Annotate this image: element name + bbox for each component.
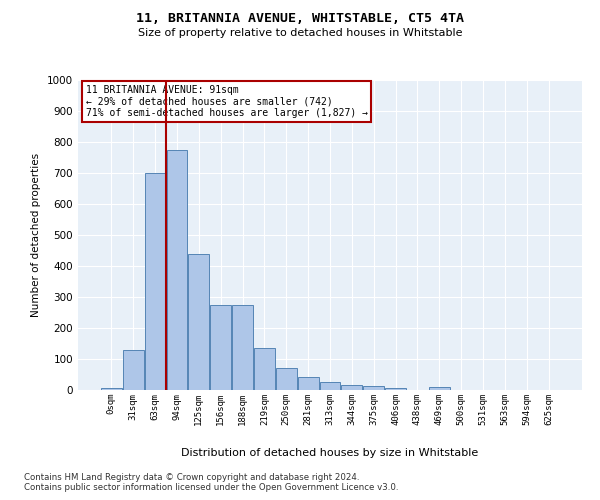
Bar xyxy=(210,304,231,390)
Bar xyxy=(232,304,253,390)
Bar xyxy=(101,388,122,390)
Bar xyxy=(254,348,275,390)
Text: 11 BRITANNIA AVENUE: 91sqm
← 29% of detached houses are smaller (742)
71% of sem: 11 BRITANNIA AVENUE: 91sqm ← 29% of deta… xyxy=(86,84,368,118)
Bar xyxy=(320,382,340,390)
Text: Contains HM Land Registry data © Crown copyright and database right 2024.: Contains HM Land Registry data © Crown c… xyxy=(24,472,359,482)
Bar xyxy=(364,386,384,390)
Bar xyxy=(167,150,187,390)
Bar xyxy=(276,368,296,390)
Bar xyxy=(341,386,362,390)
Bar xyxy=(298,377,319,390)
Y-axis label: Number of detached properties: Number of detached properties xyxy=(31,153,41,317)
Bar xyxy=(385,388,406,390)
Text: Contains public sector information licensed under the Open Government Licence v3: Contains public sector information licen… xyxy=(24,482,398,492)
Bar xyxy=(429,387,450,390)
Text: Distribution of detached houses by size in Whitstable: Distribution of detached houses by size … xyxy=(181,448,479,458)
Text: Size of property relative to detached houses in Whitstable: Size of property relative to detached ho… xyxy=(138,28,462,38)
Bar xyxy=(188,254,209,390)
Text: 11, BRITANNIA AVENUE, WHITSTABLE, CT5 4TA: 11, BRITANNIA AVENUE, WHITSTABLE, CT5 4T… xyxy=(136,12,464,26)
Bar xyxy=(145,173,166,390)
Bar xyxy=(123,350,143,390)
